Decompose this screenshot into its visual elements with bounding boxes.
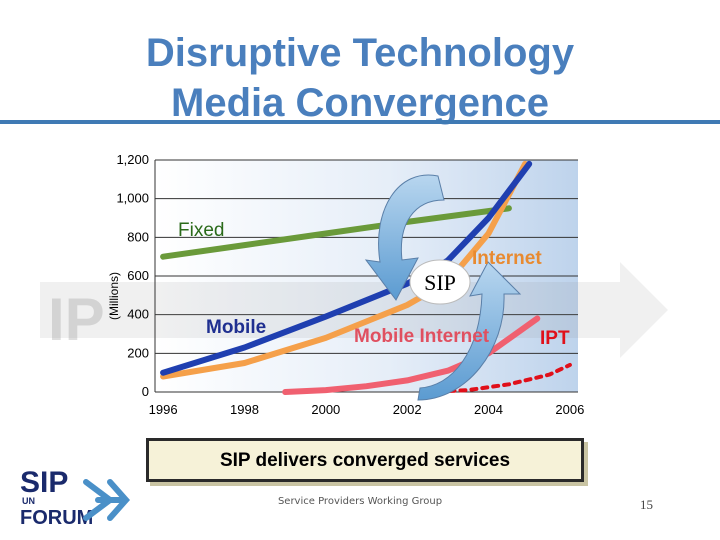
logo-sip-text: SIP xyxy=(20,466,68,499)
mobile-internet-label: Mobile Internet xyxy=(354,326,490,347)
title-line-2: Media Convergence xyxy=(171,81,549,125)
y-tick-label: 1,200 xyxy=(116,152,149,167)
x-tick-label: 2004 xyxy=(474,402,503,417)
y-tick-label: 1,000 xyxy=(116,191,149,206)
x-tick-label: 2006 xyxy=(555,402,584,417)
internet-line xyxy=(160,160,529,380)
internet-label: Internet xyxy=(472,248,542,269)
sip-arrow-bottom-icon xyxy=(417,261,522,401)
page-number: 15 xyxy=(640,497,653,512)
converged-services-banner: SIP delivers converged services xyxy=(146,438,584,482)
ipt-line xyxy=(425,362,572,394)
footer-text: Service Providers Working Group xyxy=(277,496,443,507)
y-tick-label: 0 xyxy=(142,384,149,399)
x-tick-label: 1996 xyxy=(149,402,178,417)
title-rule xyxy=(0,120,720,124)
title-line-1: Disruptive Technology xyxy=(145,31,575,75)
y-tick-label: 400 xyxy=(127,307,149,322)
convergence-chart: IP SIP Fixed Internet Mobile Mobile Interne… xyxy=(40,152,668,417)
sip-arrow-top-icon xyxy=(364,174,445,301)
fixed-line xyxy=(160,205,512,260)
y-axis-label: (Millions) xyxy=(107,272,121,320)
ip-watermark-text: IP xyxy=(48,286,105,353)
y-tick-label: 600 xyxy=(127,268,149,283)
logo-forum-text: FORUM xyxy=(20,507,93,528)
x-tick-label: 2000 xyxy=(311,402,340,417)
y-tick-label: 800 xyxy=(127,229,149,244)
y-tick-label: 200 xyxy=(127,345,149,360)
fixed-label: Fixed xyxy=(178,220,224,241)
mobile-line xyxy=(160,160,533,376)
x-tick-label: 1998 xyxy=(230,402,259,417)
slide-title: Disruptive Technology Media Convergence xyxy=(0,28,720,128)
sip-label: SIP xyxy=(424,270,456,295)
mobile-label: Mobile xyxy=(206,317,266,338)
logo-arrow-icon xyxy=(83,479,131,521)
ipt-label: IPT xyxy=(540,328,570,349)
x-tick-label: 2002 xyxy=(393,402,422,417)
logo-small-text: UN xyxy=(22,496,35,506)
sip-forum-logo: SIP UN FORUM xyxy=(20,466,131,528)
sip-badge xyxy=(409,259,471,305)
banner-text: SIP delivers converged services xyxy=(219,450,511,471)
